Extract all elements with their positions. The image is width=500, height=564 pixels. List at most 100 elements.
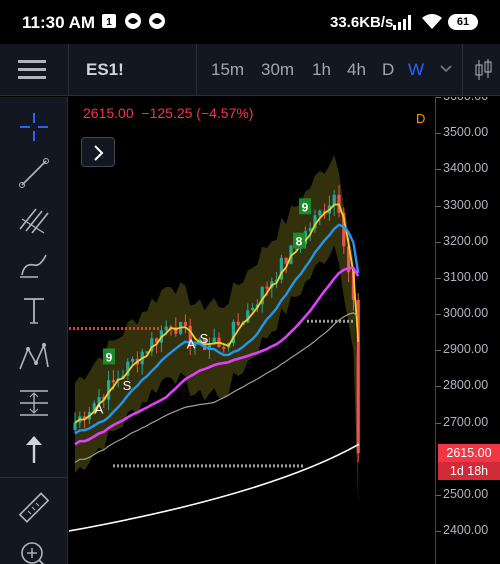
candle-body xyxy=(73,422,77,430)
app-notification-icon xyxy=(125,13,141,29)
timeframe-15m[interactable]: 15m xyxy=(211,60,245,79)
timeframe-4h[interactable]: 4h xyxy=(347,60,366,79)
bar-countdown-tag: 1d 18h xyxy=(438,462,500,480)
candle-body xyxy=(145,351,149,354)
ma-yellow-line xyxy=(74,203,360,424)
text-tool-icon[interactable] xyxy=(14,291,54,331)
candle-body xyxy=(231,321,235,344)
price-tick-label: 2900.00 xyxy=(443,342,489,357)
price-tick-label: 2500.00 xyxy=(443,486,489,501)
bollinger-band xyxy=(75,155,359,504)
price-tick-mark xyxy=(436,277,441,279)
app-notification-icon-2 xyxy=(149,13,165,29)
candle-body xyxy=(275,279,279,282)
toolbar-divider xyxy=(196,44,197,96)
zoom-in-icon[interactable] xyxy=(14,535,54,564)
candle-body xyxy=(97,397,101,404)
candle-body xyxy=(193,343,197,346)
last-price-tag: 2615.00 xyxy=(438,444,500,462)
price-tick-mark xyxy=(436,97,441,98)
candle-body xyxy=(303,231,307,245)
price-tick-mark xyxy=(436,350,441,352)
toolbar-divider xyxy=(462,44,463,96)
price-tick-label: 2400.00 xyxy=(443,523,489,537)
chart-toolbar: ES1! 15m 30m 1h 4h D W xyxy=(0,44,500,96)
candle-body xyxy=(126,361,130,376)
timeframe-w[interactable]: W xyxy=(408,60,425,79)
ma-gray-line xyxy=(74,312,359,463)
data-indicator-label: D xyxy=(416,111,426,126)
price-tick-label: 3000.00 xyxy=(443,306,489,320)
candle-body xyxy=(188,325,192,346)
network-speed: 33.6KB/s xyxy=(330,14,394,31)
arrow-up-icon[interactable] xyxy=(14,429,54,469)
brush-icon[interactable] xyxy=(14,245,54,285)
price-tick-mark xyxy=(436,494,441,496)
price-tick-label: 2700.00 xyxy=(443,414,489,429)
candle-body xyxy=(155,338,159,343)
candle-body xyxy=(150,338,154,352)
chevron-down-icon[interactable] xyxy=(439,62,453,76)
ma-blue-line xyxy=(74,223,360,435)
last-price: 2615.00 xyxy=(83,105,134,121)
price-tick-mark xyxy=(436,205,441,207)
chart-type-icon[interactable] xyxy=(474,58,494,82)
signal-letter: S xyxy=(200,331,209,346)
toolbar-divider xyxy=(68,44,69,96)
price-tick-label: 3400.00 xyxy=(443,161,489,176)
price-change: −125.25 (−4.57%) xyxy=(141,105,254,121)
calendar-notification-icon: 1 xyxy=(102,14,116,28)
price-tick-mark xyxy=(436,314,441,315)
timeframe-1h[interactable]: 1h xyxy=(312,60,331,79)
status-time: 11:30 AM xyxy=(22,13,96,32)
candle-body xyxy=(318,210,322,216)
symbol-selector[interactable]: ES1! xyxy=(86,60,124,79)
candle-body xyxy=(284,257,288,264)
candle-body xyxy=(351,272,355,300)
signal-letter: A xyxy=(187,336,196,351)
drawing-tools-sidebar xyxy=(0,97,68,564)
price-tick-mark xyxy=(436,169,441,171)
candle-body xyxy=(236,321,240,326)
price-tick-label: 3300.00 xyxy=(443,197,489,212)
candle-body xyxy=(111,380,115,383)
candle-body xyxy=(207,342,211,351)
ma-magenta-line xyxy=(74,266,360,446)
candle-body xyxy=(246,310,250,323)
candle-body xyxy=(308,228,312,232)
trend-line-icon[interactable] xyxy=(14,153,54,193)
pattern-tool-icon[interactable] xyxy=(14,337,54,377)
candle-body xyxy=(260,286,264,305)
signal-icon xyxy=(393,15,411,30)
price-tick-label: 3500.00 xyxy=(443,125,489,140)
svg-text:1: 1 xyxy=(106,17,112,28)
price-tick-mark xyxy=(436,422,441,424)
menu-icon[interactable] xyxy=(18,58,46,82)
timeframe-d[interactable]: D xyxy=(382,60,395,79)
candle-body xyxy=(212,337,216,343)
fib-tool-icon[interactable] xyxy=(14,199,54,239)
ma-white-line xyxy=(69,443,360,532)
timeframe-30m[interactable]: 30m xyxy=(261,60,295,79)
candle-body xyxy=(222,347,226,350)
td-count-label: 9 xyxy=(302,200,309,214)
td-count-label: 8 xyxy=(296,235,303,249)
candle-body xyxy=(265,286,269,289)
price-axis[interactable]: 3600.00 3500.00 3400.00 3300.00 3200.00 3100.… xyxy=(435,97,500,564)
ruler-icon[interactable] xyxy=(14,489,54,529)
price-tick-mark xyxy=(436,386,441,388)
crosshair-icon[interactable] xyxy=(14,107,54,147)
td-count-label: 9 xyxy=(106,350,113,364)
td-count-box xyxy=(293,232,305,249)
candle-body xyxy=(313,215,317,229)
price-tick-label: 3200.00 xyxy=(443,233,489,248)
price-tick-mark xyxy=(436,133,441,135)
wifi-icon xyxy=(422,14,442,29)
expand-legend-button[interactable] xyxy=(81,137,115,167)
candle-body xyxy=(347,246,351,273)
candle-body xyxy=(183,321,187,326)
candle-body xyxy=(198,339,202,344)
measure-tool-icon[interactable] xyxy=(14,383,54,423)
